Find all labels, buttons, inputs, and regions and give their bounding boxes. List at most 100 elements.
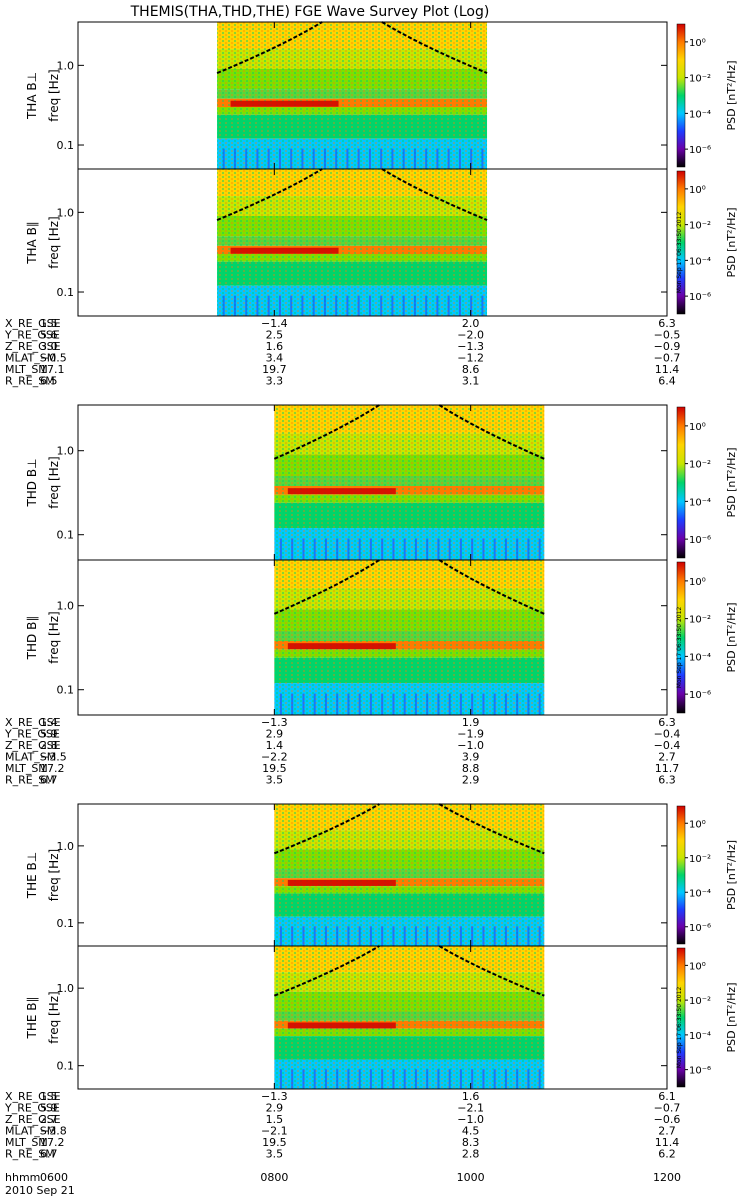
panel-frame: [77, 168, 668, 317]
ephemeris-value: 2.5: [266, 329, 284, 342]
colorbar: 10⁰ 10⁻² 10⁻⁴ 10⁻⁶ PSD [nT²/Hz] Mon Sep 17 06…: [676, 561, 738, 714]
low-freq-streak: [493, 926, 496, 946]
low-freq-streak: [437, 926, 440, 946]
low-freq-streak: [414, 538, 417, 560]
ephemeris-value: −2.0: [457, 329, 484, 342]
low-freq-streak: [324, 926, 327, 946]
ephemeris-row-label: X_RE_GSE: [5, 716, 61, 729]
ephemeris-value: −0.5: [40, 352, 67, 365]
low-freq-streak: [336, 1069, 339, 1089]
freq-axis-label: freq [Hz]: [47, 991, 61, 1043]
colorbar-tick-label: 10⁰: [689, 819, 706, 830]
low-freq-streak: [291, 693, 294, 715]
low-freq-streak: [471, 693, 474, 715]
low-freq-streak: [471, 926, 474, 946]
low-freq-streak: [403, 926, 406, 946]
colorbar-tick-label: 10⁻⁶: [689, 923, 711, 934]
low-freq-streak: [279, 926, 282, 946]
ephemeris-value: 4.5: [462, 1125, 480, 1138]
freq-tick-label: 1.0: [57, 840, 75, 853]
ephemeris-value: 2.8: [462, 1148, 480, 1161]
ephemeris-value: 3.4: [266, 352, 284, 365]
spectral-texture: [274, 946, 545, 1089]
low-freq-streak: [381, 693, 384, 715]
freq-tick-label: 0.1: [57, 286, 75, 299]
low-freq-streak: [222, 148, 225, 169]
colorbar-scale: [676, 947, 686, 1088]
ephemeris-value: 3.5: [266, 774, 284, 787]
colorbar-tick-label: 10⁰: [689, 38, 706, 49]
low-freq-streak: [392, 538, 395, 560]
low-freq-streak: [504, 1069, 507, 1089]
low-freq-streak: [527, 693, 530, 715]
plot-root: 1.0 0.1 THA B⊥ freq [Hz] 10⁰ 10⁻² 10⁻⁴ 10⁻⁶ PSD …: [4, 21, 738, 1197]
colorbar-label: PSD [nT²/Hz]: [725, 602, 738, 672]
gyrofrequency-curve: [216, 168, 323, 221]
low-freq-streak: [403, 1069, 406, 1089]
low-freq-streak: [538, 926, 541, 946]
low-freq-streak: [313, 693, 316, 715]
low-freq-streak: [414, 693, 417, 715]
ephemeris-value: 11.4: [655, 1136, 680, 1149]
ephemeris-value: 2.0: [462, 317, 480, 330]
low-freq-streak: [459, 926, 462, 946]
low-freq-streak: [301, 295, 304, 316]
spectral-texture: [274, 560, 545, 715]
low-freq-streak: [324, 1069, 327, 1089]
freq-tick-label: 0.1: [57, 1060, 75, 1073]
colorbar-tick-label: 10⁰: [689, 577, 706, 588]
low-freq-streak: [256, 295, 259, 316]
low-freq-streak: [346, 295, 349, 316]
spectral-texture: [217, 169, 488, 316]
gyrofrequency-curve: [273, 559, 380, 615]
ephemeris-value: 3.5: [266, 1148, 284, 1161]
low-freq-streak: [504, 926, 507, 946]
low-freq-streak: [426, 1069, 429, 1089]
colorbar: 10⁰ 10⁻² 10⁻⁴ 10⁻⁶ PSD [nT²/Hz]: [676, 406, 738, 559]
colorbar-tick-label: 10⁻⁶: [689, 1066, 711, 1077]
ephemeris-value: 6.3: [658, 317, 676, 330]
low-freq-streak: [413, 148, 416, 169]
spectrogram-panel: 1.0 0.1 THE B∥ freq [Hz] 10⁰ 10⁻² 10⁻⁴ 10⁻⁶ PSD …: [25, 945, 738, 1090]
gyrofrequency-curve: [216, 21, 323, 74]
low-freq-streak: [493, 693, 496, 715]
ephemeris-row-label: X_RE_GSE: [5, 1090, 61, 1103]
low-freq-streak: [538, 538, 541, 560]
low-freq-streak: [358, 926, 361, 946]
spectrogram-panel: 1.0 0.1 THD B⊥ freq [Hz] 10⁰ 10⁻² 10⁻⁴ 10⁻⁶ PSD …: [25, 404, 738, 561]
low-freq-streak: [301, 148, 304, 169]
colorbar-label: PSD [nT²/Hz]: [725, 982, 738, 1052]
colorbar-tick-label: 10⁻⁴: [689, 1031, 711, 1042]
ephemeris-value: 1.4: [40, 716, 58, 729]
low-freq-streak: [323, 148, 326, 169]
freq-axis-label: freq [Hz]: [47, 69, 61, 121]
ephemeris-value: 6.7: [40, 774, 58, 787]
colorbar-scale: [676, 406, 686, 559]
freq-axis-label: freq [Hz]: [47, 216, 61, 268]
ephemeris-value: 8.3: [462, 1136, 480, 1149]
ephemeris-row-label: Z_RE_GSE: [5, 340, 61, 353]
gyrofrequency-curve: [438, 803, 545, 855]
ephemeris-row-label: R_RE_SM: [5, 375, 55, 388]
low-freq-streak: [324, 538, 327, 560]
low-freq-streak: [245, 148, 248, 169]
gyrofrequency-curve: [273, 945, 380, 997]
low-freq-streak: [437, 693, 440, 715]
ephemeris-value: −1.0: [457, 1113, 484, 1126]
generation-stamp: Mon Sep 17 06:33:50 2012: [676, 607, 683, 689]
low-freq-streak: [335, 295, 338, 316]
low-freq-streak: [391, 148, 394, 169]
low-freq-streak: [516, 693, 519, 715]
ephemeris-row-label: R_RE_SM: [5, 1148, 55, 1161]
gyrofrequency-curve: [273, 803, 380, 855]
ephemeris-value: 11.4: [655, 363, 680, 376]
low-freq-streak: [313, 538, 316, 560]
spectral-texture: [274, 804, 545, 946]
ephemeris-row-label: MLT_SM: [5, 762, 48, 775]
low-freq-streak: [302, 693, 305, 715]
low-freq-streak: [458, 295, 461, 316]
spectral-texture: [217, 22, 488, 169]
low-freq-streak: [493, 538, 496, 560]
